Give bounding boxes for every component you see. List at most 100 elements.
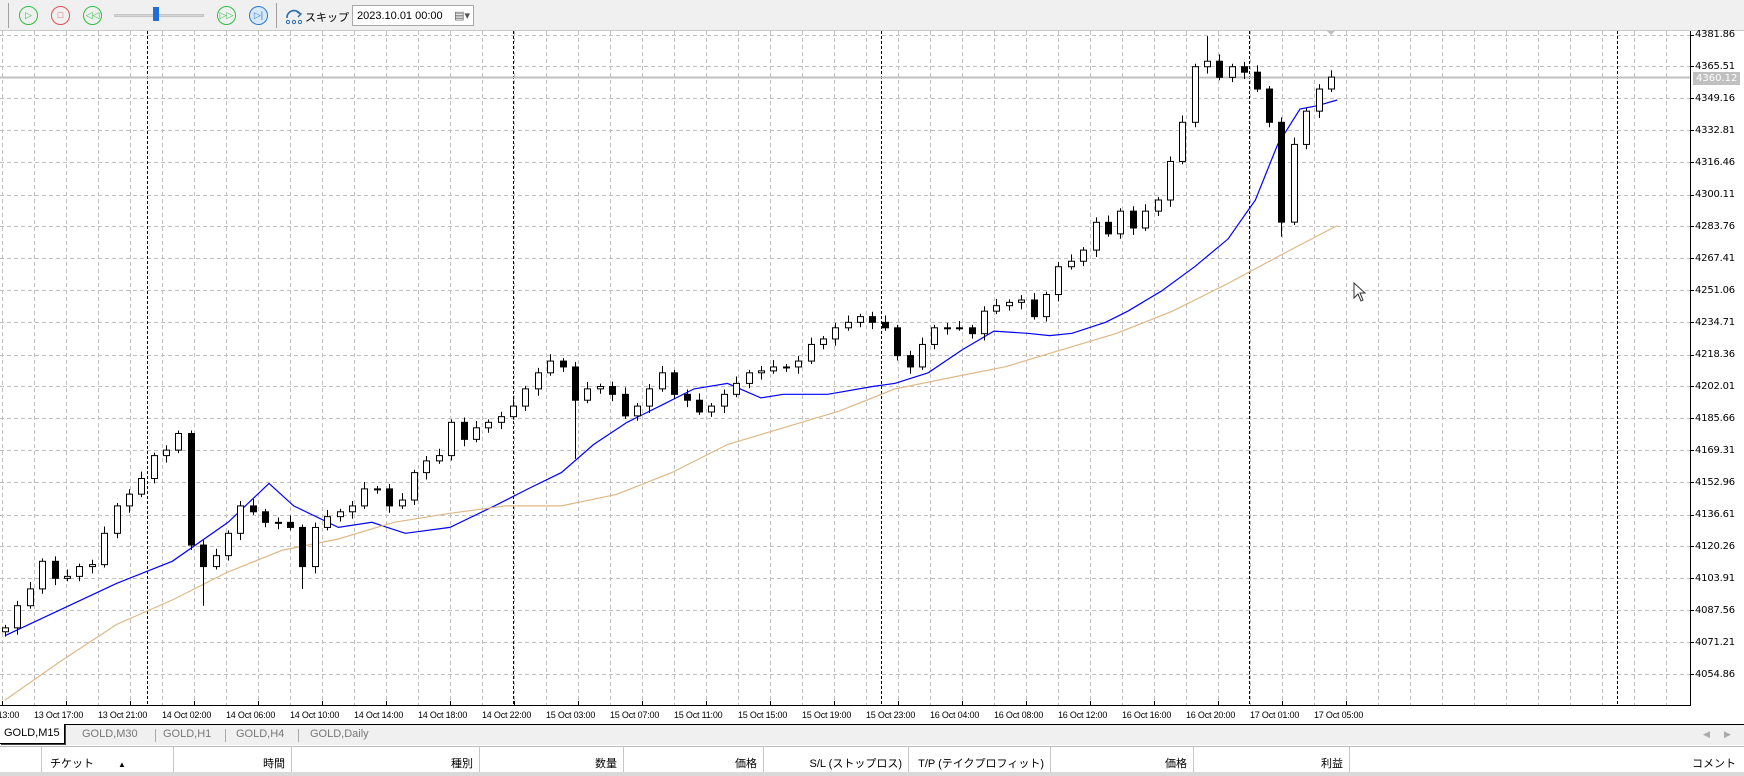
candle-bull <box>1142 210 1149 229</box>
price-tick-label: 4349.16 <box>1695 92 1735 104</box>
fast-forward-icon[interactable]: ▷▷ <box>217 6 236 25</box>
candle-bull <box>547 360 554 374</box>
candle-bull <box>498 416 505 423</box>
price-chart[interactable] <box>0 31 1744 706</box>
time-tick-label: 17 Oct 05:00 <box>1314 710 1364 720</box>
time-tick-label: 13 Oct 21:00 <box>98 710 148 720</box>
candle-bull <box>733 382 740 395</box>
candle-bull <box>1006 301 1013 307</box>
play-icon[interactable]: ▷ <box>19 6 38 25</box>
candle-bull <box>1068 260 1075 268</box>
price-tick-label: 4071.21 <box>1695 636 1735 648</box>
candle-bull <box>337 511 344 518</box>
step-forward-icon[interactable]: ▷| <box>249 6 268 25</box>
candle-bull <box>175 432 182 451</box>
candle-bull <box>126 493 133 507</box>
skip-date-field[interactable]: 2023.10.01 00:00 ▤▾ <box>352 5 474 26</box>
column-header-volume[interactable]: 数量 <box>480 747 624 776</box>
price-tick-label: 4202.01 <box>1695 380 1735 392</box>
candle-bull <box>1080 249 1087 262</box>
speed-slider-thumb[interactable] <box>152 7 159 21</box>
candle-bull <box>324 516 331 528</box>
candle-bull <box>64 575 71 579</box>
column-header-comment[interactable]: コメント <box>1692 758 1736 770</box>
candle-bull <box>931 327 938 345</box>
table-body <box>0 772 1744 776</box>
time-tick-label: 17 Oct 01:00 <box>1250 710 1300 720</box>
skip-icon[interactable] <box>284 6 304 26</box>
candle-bear <box>52 560 59 579</box>
tab-scroll-left-icon[interactable]: ◀ <box>1703 729 1710 739</box>
skip-label[interactable]: スキップ <box>305 12 349 24</box>
column-header-blank[interactable] <box>0 747 42 776</box>
rewind-icon[interactable]: ◁◁ <box>83 6 102 25</box>
column-header-time[interactable]: 時間 <box>174 747 292 776</box>
candle-bull <box>225 532 232 557</box>
candle-bull <box>1316 88 1323 112</box>
time-tick-label: 15 Oct 19:00 <box>802 710 852 720</box>
candle-bear <box>200 544 207 568</box>
candle-bull <box>213 555 220 568</box>
candle-bear <box>1105 221 1112 235</box>
tab-gold-m30[interactable]: GOLD,M30 <box>82 728 138 740</box>
price-tick-label: 4152.96 <box>1695 476 1735 488</box>
candle-bear <box>622 393 629 417</box>
candle-bull <box>1055 266 1062 296</box>
column-header-stop-loss[interactable]: S/L (ストップロス) <box>764 747 909 776</box>
candle-bear <box>969 327 976 335</box>
column-header-current-price[interactable]: 価格 <box>1051 747 1194 776</box>
candle-bull <box>374 488 381 491</box>
candle-bull <box>1291 143 1298 223</box>
candle-bull <box>597 386 604 390</box>
tab-gold-h1[interactable]: GOLD,H1 <box>163 728 212 740</box>
price-tick-label: 4185.66 <box>1695 412 1735 424</box>
moving-average-line <box>4 99 1338 637</box>
candle-bull <box>411 472 418 501</box>
mouse-cursor-icon <box>1353 282 1367 302</box>
candle-bull <box>770 366 777 372</box>
column-header-price[interactable]: 価格 <box>624 747 764 776</box>
candle-bear <box>299 526 306 568</box>
price-tick-label: 4300.11 <box>1695 188 1735 200</box>
column-label: チケット <box>50 758 94 770</box>
stop-icon[interactable]: □ <box>51 6 70 25</box>
candle-bull <box>1117 210 1124 235</box>
column-header-ticket[interactable]: チケット ▲ <box>42 747 174 776</box>
candle-bull <box>138 478 145 495</box>
candle-bull <box>919 343 926 368</box>
candle-bull <box>14 605 21 629</box>
column-header-take-profit[interactable]: T/P (テイクプロフィット) <box>909 747 1051 776</box>
candle-bull <box>423 460 430 474</box>
candle-bull <box>1204 60 1211 68</box>
price-tick-label: 4365.51 <box>1695 60 1735 72</box>
tab-gold-daily[interactable]: GOLD,Daily <box>310 728 369 740</box>
column-header-type[interactable]: 種別 <box>292 747 480 776</box>
candle-bull <box>361 488 368 507</box>
tab-gold-m15[interactable]: GOLD,M15 <box>0 724 65 744</box>
calendar-dropdown-icon[interactable]: ▤▾ <box>454 10 470 22</box>
candle-bear <box>609 386 616 395</box>
column-header-profit[interactable]: 利益 <box>1194 747 1350 776</box>
time-tick-label: 15 Oct 11:00 <box>674 710 723 720</box>
candle-bull <box>485 421 492 429</box>
candle-bear <box>894 327 901 357</box>
candle-bull <box>39 560 46 590</box>
skip-date-value: 2023.10.01 00:00 <box>357 10 443 22</box>
price-tick-label: 4103.91 <box>1695 572 1735 584</box>
time-tick-label: 16 Oct 08:00 <box>994 710 1044 720</box>
candle-bull <box>857 316 864 323</box>
tester-toolbar: ▷ □ ◁◁ ▷▷ ▷| スキップ 2023.10.01 00:00 ▤▾ <box>0 0 1744 31</box>
tab-divider <box>225 729 226 742</box>
candle-bull <box>76 566 83 577</box>
time-tick-label: 15 Oct 23:00 <box>866 710 916 720</box>
candle-bull <box>1018 299 1025 303</box>
toolbar-divider <box>8 3 9 28</box>
speed-slider[interactable] <box>114 14 204 17</box>
tab-gold-h4[interactable]: GOLD,H4 <box>236 728 285 740</box>
time-tick-label: 13 Oct 17:00 <box>34 710 84 720</box>
candle-bear <box>1130 210 1137 229</box>
chart-tabs: GOLD,M15 GOLD,M30 GOLD,H1 GOLD,H4 GOLD,D… <box>0 724 1744 745</box>
tab-scroll-right-icon[interactable]: ▶ <box>1724 729 1731 739</box>
candle-bear <box>907 355 914 368</box>
time-tick-label: 15 Oct 15:00 <box>738 710 788 720</box>
